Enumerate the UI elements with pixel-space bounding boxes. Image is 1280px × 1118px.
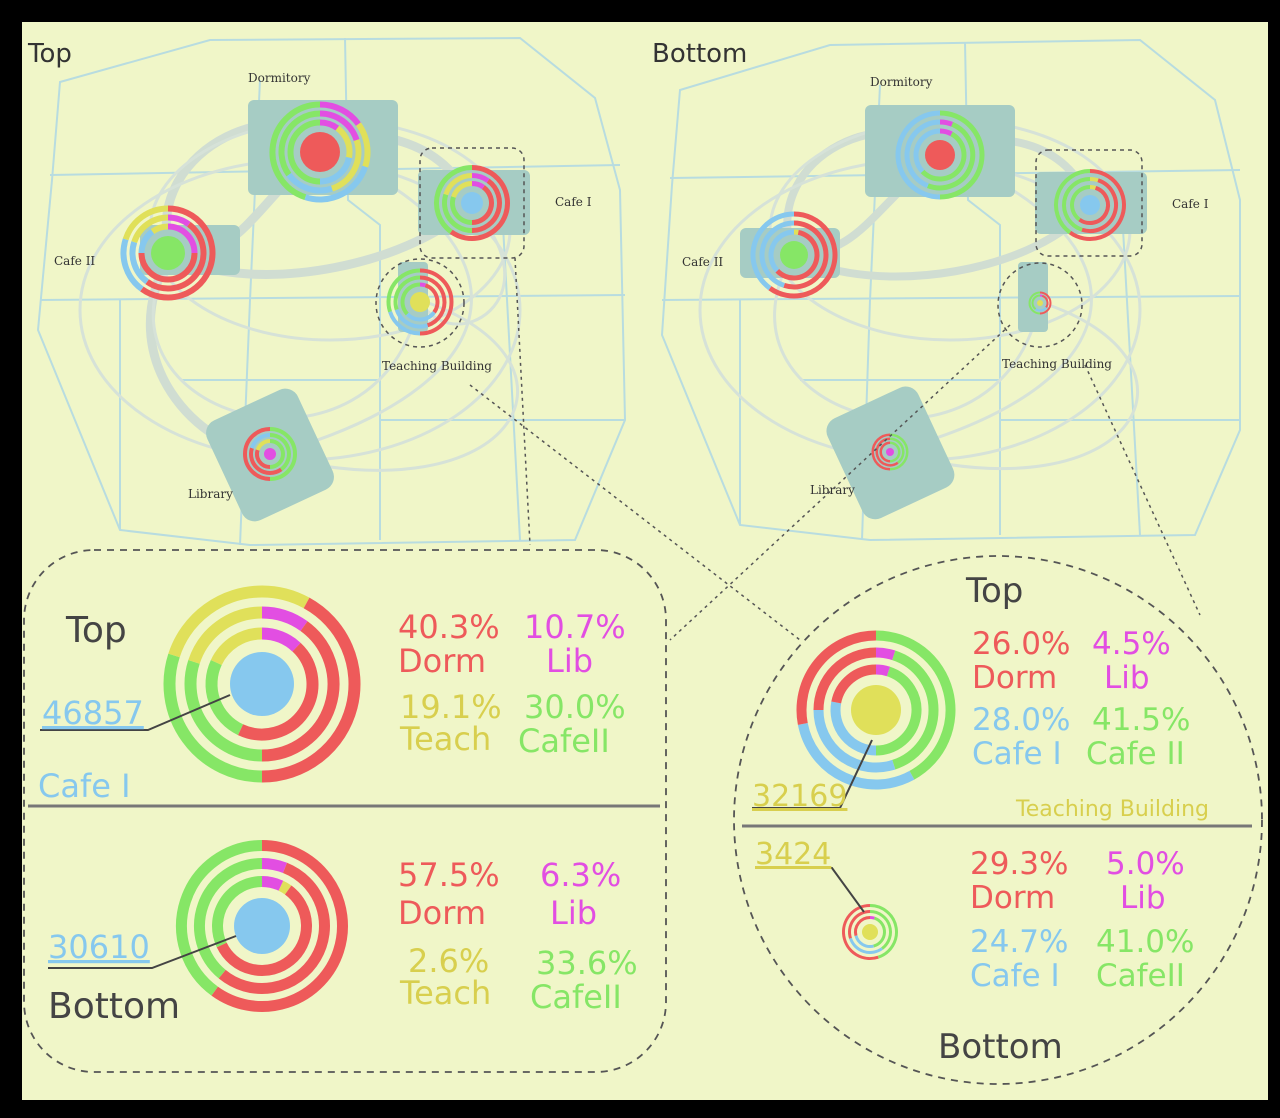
glyph-library-top xyxy=(245,429,295,479)
ring-segment-teach xyxy=(1090,187,1096,188)
glyph-core xyxy=(925,140,955,170)
ring-segment-lib xyxy=(876,653,894,656)
ring-segment-lib xyxy=(876,670,889,672)
stat-lib-label: Lib xyxy=(1104,660,1150,696)
detail-top-label: Top xyxy=(65,610,127,651)
glyph-core xyxy=(234,898,290,954)
detail-place-name: Teaching Building xyxy=(1015,797,1209,822)
glyph-core xyxy=(264,448,276,460)
stat-dorm-pct: 29.3% xyxy=(970,846,1068,882)
stat-cafe2-label: Cafe II xyxy=(1086,736,1185,772)
stat-cafe2-pct: 33.6% xyxy=(536,944,638,982)
place-label-cafe2: Cafe II xyxy=(682,255,723,269)
stat-cafe1-pct: 28.0% xyxy=(972,702,1070,738)
ring-segment-teach xyxy=(281,886,288,890)
detail-top-count: 32169 xyxy=(752,779,847,814)
stat-cafe2-pct: 41.0% xyxy=(1096,924,1194,960)
detail-bottom-label: Bottom xyxy=(938,1027,1063,1067)
stat-lib-pct: 6.3% xyxy=(540,856,621,894)
place-label-teaching: Teaching Building xyxy=(1002,357,1112,371)
place-label-cafe1: Cafe I xyxy=(555,195,592,209)
detail-top-count: 46857 xyxy=(42,694,144,732)
glyph-core xyxy=(886,448,894,456)
glyph-library-bottom xyxy=(873,435,908,470)
stat-cafe2-pct: 41.5% xyxy=(1092,702,1190,738)
stat-dorm-label: Dorm xyxy=(398,642,486,680)
stat-lib-label: Lib xyxy=(1120,880,1166,916)
glyph-core xyxy=(461,192,483,214)
glyph-core xyxy=(300,132,340,172)
glyph-core xyxy=(410,292,430,312)
glyph-core xyxy=(851,685,901,735)
place-label-dormitory: Dormitory xyxy=(870,75,933,89)
ring-segment-teach xyxy=(1090,179,1098,180)
stat-lib-pct: 10.7% xyxy=(524,608,626,646)
ring-segment-lib xyxy=(262,864,285,868)
detail-place-name: Cafe I xyxy=(38,767,131,805)
stat-lib-label: Lib xyxy=(546,642,593,680)
map-title-top: Top xyxy=(27,39,72,69)
glyph-core xyxy=(780,241,808,269)
glyph-core xyxy=(862,924,878,940)
stat-cafe1-label: Cafe I xyxy=(970,958,1060,994)
stat-cafe2-label: CafeII xyxy=(530,978,622,1016)
stat-cafe2-label: CafeII xyxy=(518,722,610,760)
stat-teach-label: Teach xyxy=(399,720,491,758)
stat-cafe1-label: Cafe I xyxy=(972,736,1062,772)
stat-dorm-label: Dorm xyxy=(970,880,1055,916)
stat-lib-label: Lib xyxy=(550,894,597,932)
place-label-library: Library xyxy=(188,487,233,501)
glyph-core xyxy=(1037,300,1043,306)
place-label-cafe2: Cafe II xyxy=(54,254,95,268)
stat-cafe2-pct: 30.0% xyxy=(524,688,626,726)
stat-lib-pct: 4.5% xyxy=(1092,626,1171,662)
stat-lib-pct: 5.0% xyxy=(1106,846,1185,882)
place-label-dormitory: Dormitory xyxy=(248,71,311,85)
stat-dorm-label: Dorm xyxy=(398,894,486,932)
glyph-core xyxy=(151,236,185,270)
detail-bottom-label: Bottom xyxy=(48,986,180,1027)
ring-segment-lib xyxy=(870,918,874,919)
stat-dorm-pct: 40.3% xyxy=(398,608,500,646)
ring-segment-lib xyxy=(262,882,281,886)
stat-cafe2-label: CafeII xyxy=(1096,958,1185,994)
place-label-library: Library xyxy=(810,483,855,497)
stat-teach-label: Teach xyxy=(399,974,491,1012)
ring-segment-lib xyxy=(940,122,952,124)
detail-bottom-count: 30610 xyxy=(48,928,150,966)
stat-cafe1-pct: 24.7% xyxy=(970,924,1068,960)
place-label-cafe1: Cafe I xyxy=(1172,197,1209,211)
stat-dorm-pct: 57.5% xyxy=(398,856,500,894)
glyph-teaching-bottom xyxy=(1030,293,1051,314)
ring-segment-lib xyxy=(420,285,425,286)
stat-dorm-label: Dorm xyxy=(972,660,1057,696)
ring-segment-lib xyxy=(940,131,952,134)
detail-bottom-count: 3424 xyxy=(755,837,831,872)
stat-dorm-pct: 26.0% xyxy=(972,626,1070,662)
map-title-bottom: Bottom xyxy=(652,39,747,69)
place-label-teaching: Teaching Building xyxy=(382,359,492,373)
glyph-core xyxy=(230,652,294,716)
detail-top-label: Top xyxy=(965,571,1023,611)
glyph-core xyxy=(1080,195,1100,215)
